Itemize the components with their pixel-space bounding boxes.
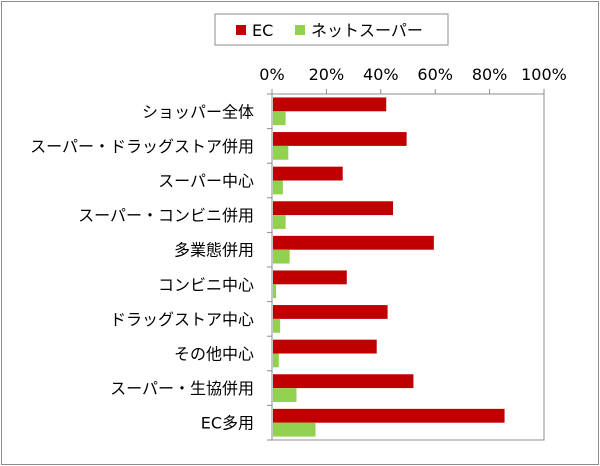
- x-tick-label: 60%: [417, 65, 453, 84]
- bar-ec: [273, 408, 505, 423]
- bar-netsuper: [273, 284, 277, 299]
- bar-netsuper: [273, 388, 297, 402]
- legend-box: [214, 13, 449, 46]
- bar-netsuper: [273, 422, 316, 437]
- x-tick-label: 100%: [521, 65, 567, 84]
- category-label: 多業態併用: [174, 241, 254, 260]
- x-tick-label: 40%: [363, 65, 399, 84]
- bar-ec: [273, 339, 377, 354]
- legend-swatch-netsuper: [295, 25, 305, 35]
- bar-netsuper: [273, 353, 279, 368]
- bar-ec: [273, 374, 414, 389]
- legend-label-ec: EC: [252, 21, 273, 40]
- x-tick-label: 0%: [259, 65, 284, 84]
- bar-ec: [273, 305, 388, 319]
- category-label: ショッパー全体: [142, 102, 254, 121]
- bar-netsuper: [273, 249, 290, 264]
- bar-netsuper: [273, 318, 281, 333]
- legend-swatch-ec: [236, 25, 246, 35]
- x-tick-label: 80%: [472, 65, 508, 84]
- category-label: ドラッグストア中心: [110, 310, 254, 329]
- bar-ec: [273, 270, 347, 285]
- category-label: EC多用: [201, 414, 254, 433]
- legend-label-netsuper: ネットスーパー: [311, 21, 423, 40]
- bar-ec: [273, 166, 343, 181]
- category-label: スーパー・コンビニ併用: [78, 206, 254, 225]
- category-label: コンビニ中心: [158, 275, 254, 294]
- bar-netsuper: [273, 111, 286, 126]
- bar-ec: [273, 235, 434, 250]
- bar-netsuper: [273, 180, 283, 195]
- bar-ec: [273, 201, 394, 216]
- category-label: スーパー・ドラッグストア併用: [30, 137, 254, 156]
- x-tick-label: 20%: [309, 65, 345, 84]
- x-axis-ticks: 0% 20% 40% 60% 80% 100%: [259, 65, 567, 94]
- category-labels: ショッパー全体スーパー・ドラッグストア併用スーパー中心スーパー・コンビニ併用多業…: [30, 93, 272, 441]
- legend: EC ネットスーパー: [214, 13, 449, 46]
- bar-netsuper: [273, 145, 289, 160]
- category-label: スーパー中心: [158, 172, 254, 191]
- category-label: スーパー・生協併用: [110, 379, 254, 398]
- bar-ec: [273, 132, 407, 146]
- bars: [273, 97, 505, 437]
- bar-netsuper: [273, 215, 286, 229]
- bar-ec: [273, 97, 387, 112]
- category-label: その他中心: [174, 345, 254, 364]
